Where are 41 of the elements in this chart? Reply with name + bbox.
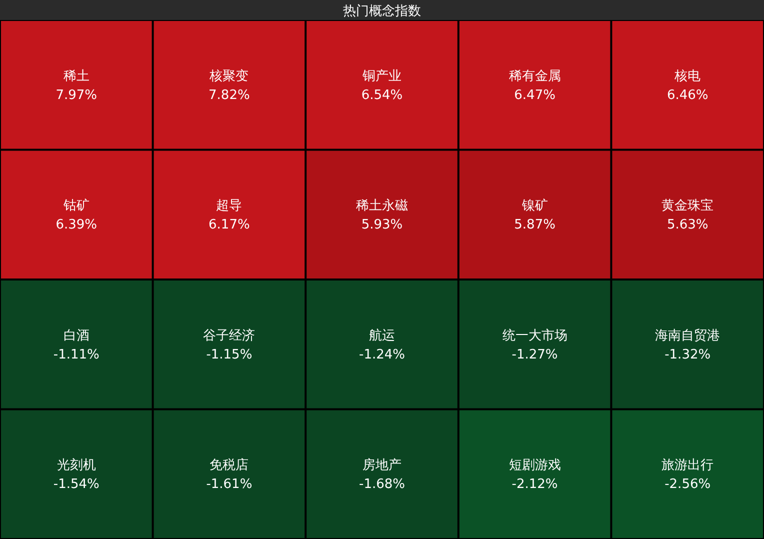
category-label: 房地产 bbox=[362, 457, 402, 474]
data-label: -1.32% bbox=[664, 347, 711, 362]
data-label: 6.47% bbox=[514, 88, 556, 103]
data-label: 5.93% bbox=[361, 218, 403, 233]
data-label: 7.97% bbox=[56, 88, 98, 103]
data-label: 6.39% bbox=[56, 218, 98, 233]
category-label: 镍矿 bbox=[520, 198, 548, 214]
category-label: 短剧游戏 bbox=[508, 458, 561, 474]
data-label: -1.68% bbox=[359, 477, 405, 492]
data-label: -1.11% bbox=[53, 347, 100, 362]
data-label: 7.82% bbox=[208, 88, 250, 103]
title-bar: 热门概念指数 bbox=[0, 0, 764, 20]
category-label: 航运 bbox=[369, 328, 395, 344]
data-label: 5.63% bbox=[666, 218, 708, 233]
category-label: 免税店 bbox=[210, 457, 249, 474]
category-label: 钴矿 bbox=[62, 198, 90, 214]
category-label: 旅游出行 bbox=[662, 458, 714, 474]
data-label: -1.54% bbox=[53, 477, 100, 492]
category-label: 光刻机 bbox=[56, 458, 96, 474]
data-label: -2.56% bbox=[664, 477, 711, 492]
category-label: 黄金珠宝 bbox=[662, 198, 714, 214]
category-label: 核电 bbox=[674, 68, 701, 84]
category-label: 稀土永磁 bbox=[356, 198, 408, 214]
category-label: 统一大市场 bbox=[502, 328, 568, 344]
category-label: 海南自贸港 bbox=[655, 328, 720, 344]
category-label: 铜产业 bbox=[362, 68, 402, 84]
data-label: -1.15% bbox=[206, 347, 252, 362]
category-label: 稀有金属 bbox=[508, 68, 561, 84]
data-label: -1.27% bbox=[512, 347, 558, 362]
data-label: 6.54% bbox=[361, 88, 403, 103]
data-label: -1.24% bbox=[359, 347, 405, 362]
category-label: 核聚变 bbox=[208, 68, 249, 84]
category-label: 超导 bbox=[216, 198, 242, 214]
data-label: -2.12% bbox=[512, 477, 558, 492]
category-label: 谷子经济 bbox=[203, 328, 256, 344]
data-label: 6.17% bbox=[208, 218, 250, 233]
data-label: 6.46% bbox=[666, 88, 708, 103]
category-label: 白酒 bbox=[63, 328, 90, 344]
data-label: -1.61% bbox=[206, 477, 252, 492]
data-label: 5.87% bbox=[514, 218, 556, 233]
category-label: 稀土 bbox=[63, 68, 90, 84]
